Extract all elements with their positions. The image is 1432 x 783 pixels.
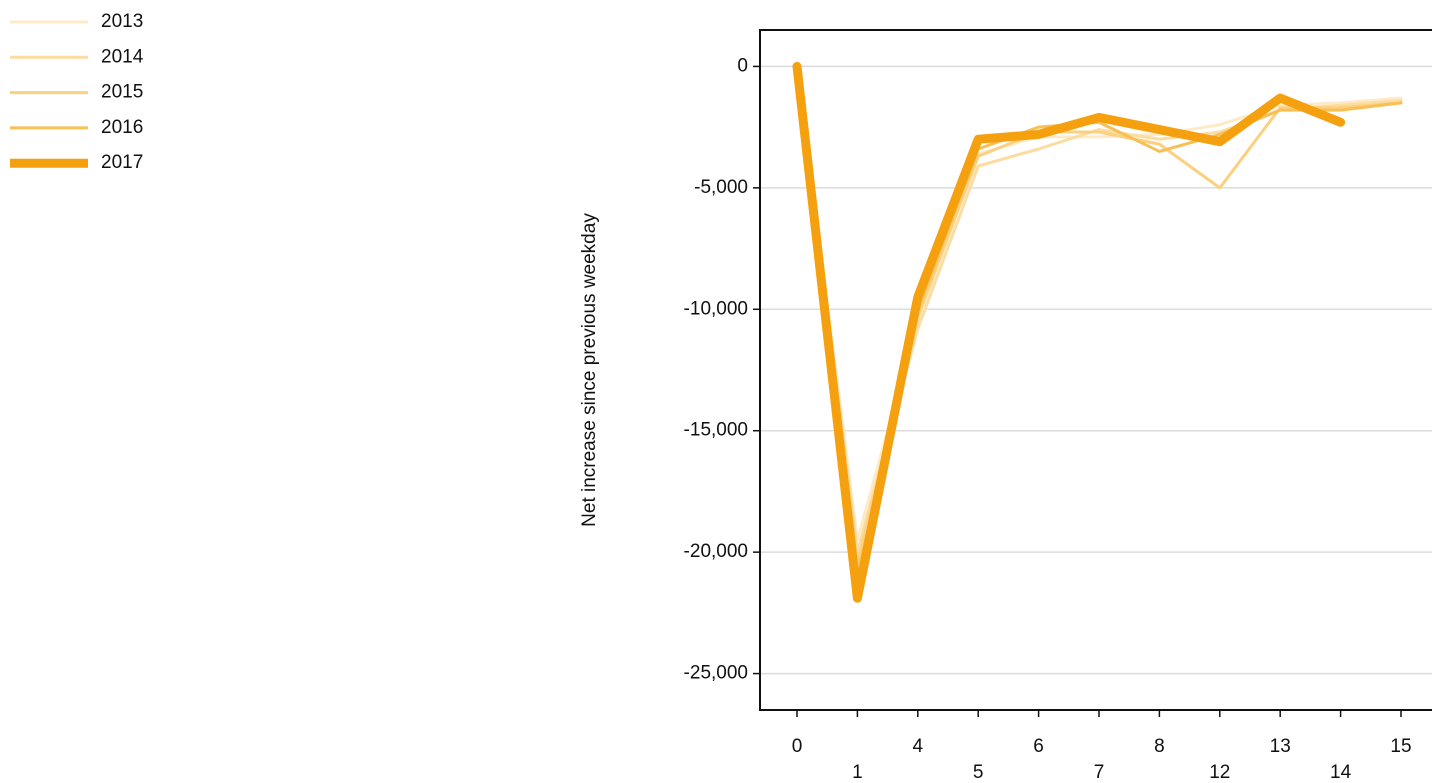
y-tick-label: 0 — [737, 55, 748, 76]
x-tick-label: 8 — [1154, 736, 1165, 757]
x-tick-label: 13 — [1270, 736, 1291, 757]
plot-frame — [759, 29, 1432, 711]
data-line — [792, 61, 1346, 603]
y-axis-label: Net increase since previous weekday — [579, 213, 600, 527]
legend-label: 2014 — [101, 46, 144, 67]
legend-label: 2016 — [101, 117, 143, 138]
y-tick-label: -25,000 — [684, 663, 748, 684]
y-tick-label: -10,000 — [684, 298, 748, 319]
x-tick-label: 1 — [852, 762, 863, 783]
x-tick-label: 4 — [913, 736, 924, 757]
x-tick-label: 5 — [973, 762, 984, 783]
x-tick-label: 14 — [1330, 762, 1352, 783]
x-tick-label: 7 — [1094, 762, 1105, 783]
x-tick-label: 15 — [1390, 736, 1411, 757]
x-tick-label: 12 — [1209, 762, 1230, 783]
y-tick-label: -5,000 — [694, 177, 748, 198]
y-tick-label: -20,000 — [684, 541, 748, 562]
x-tick-label: 6 — [1033, 736, 1044, 757]
legend-label: 2013 — [101, 11, 143, 32]
legend-label: 2017 — [101, 152, 143, 173]
data-line — [795, 64, 1403, 578]
legend-label: 2015 — [101, 82, 143, 103]
x-tick-label: 0 — [792, 736, 803, 757]
y-tick-label: -15,000 — [684, 420, 748, 441]
data-line — [795, 64, 1403, 566]
